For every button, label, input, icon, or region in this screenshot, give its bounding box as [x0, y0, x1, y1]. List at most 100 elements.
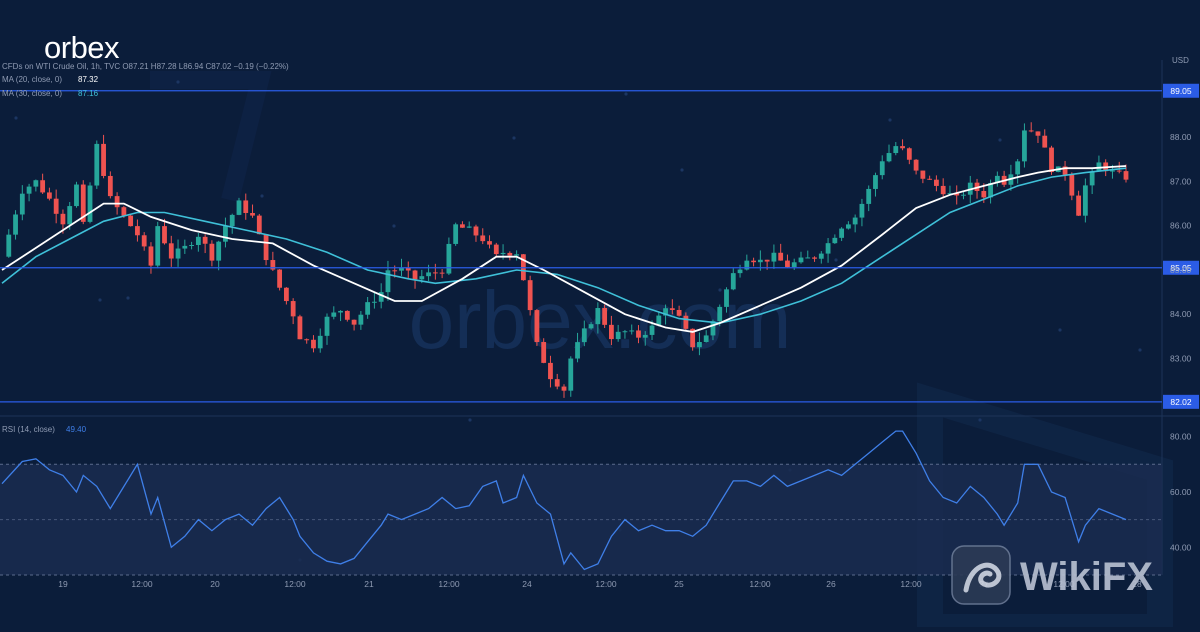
time-tick-label: 19 — [58, 579, 68, 589]
candle-up — [399, 267, 404, 271]
candle-up — [6, 234, 12, 257]
background-dot — [14, 116, 18, 120]
candle-up — [87, 185, 93, 222]
candle-up — [324, 316, 330, 336]
candle-down — [554, 379, 560, 387]
candle-up — [446, 243, 452, 274]
candle-down — [676, 309, 682, 316]
candle-up — [825, 243, 831, 254]
candle-down — [351, 319, 357, 325]
background-dot — [1058, 328, 1062, 332]
ma20-line — [1, 165, 1127, 333]
candle-down — [934, 179, 939, 186]
candle-down — [920, 170, 926, 179]
candle-up — [656, 315, 662, 326]
candle-up — [839, 228, 845, 238]
background-dot — [1138, 348, 1142, 352]
rsi-axis-ticks: 40.00 60.00 80.00 — [1170, 432, 1192, 553]
candle-up — [663, 308, 668, 316]
background-dot — [998, 138, 1002, 142]
candle-up — [805, 257, 811, 259]
candle-down — [940, 185, 946, 195]
candle-up — [514, 254, 520, 256]
rsi-legend-label: RSI (14, close) — [2, 425, 55, 434]
candle-up — [223, 226, 228, 242]
candle-up — [744, 260, 750, 270]
candle-down — [1035, 131, 1041, 136]
time-tick-label: 12:00 — [900, 579, 922, 589]
background-dot — [512, 136, 516, 140]
candle-down — [168, 243, 174, 259]
candle-down — [256, 215, 262, 235]
candle-up — [13, 214, 18, 235]
candle-up — [845, 224, 851, 229]
candle-up — [426, 272, 431, 277]
candle-up — [893, 146, 899, 154]
candle-down — [277, 269, 283, 288]
candle-up — [615, 331, 621, 340]
candle-up — [947, 193, 953, 195]
time-tick-label: 12:00 — [1053, 579, 1075, 589]
candle-down — [439, 272, 445, 274]
candle-down — [107, 175, 113, 197]
rsi-tick-label: 60.00 — [1170, 487, 1192, 497]
ma20-legend-label: MA (20, close, 0) — [2, 75, 62, 84]
level-label-box — [1163, 260, 1199, 275]
currency-label: USD — [1172, 56, 1189, 65]
candle-up — [642, 334, 648, 338]
candle-down — [1062, 166, 1068, 175]
candle-up — [717, 306, 723, 322]
rsi-line — [1, 430, 1127, 571]
candle-up — [26, 186, 32, 194]
candle-up — [703, 335, 709, 342]
candle-down — [243, 200, 249, 213]
candle-down — [202, 236, 208, 244]
candle-down — [608, 324, 614, 340]
price-tick-label: 87.00 — [1170, 176, 1192, 186]
candle-down — [121, 207, 127, 216]
ma30-legend-label: MA (30, close, 0) — [2, 89, 62, 98]
time-tick-label: 21 — [364, 579, 374, 589]
candle-up — [581, 328, 587, 343]
candle-up — [697, 341, 702, 348]
candle-up — [19, 193, 25, 215]
price-axis-ticks: 83.00 84.00 85.00 86.00 87.00 88.00 — [1170, 132, 1192, 363]
candle-up — [595, 308, 601, 325]
candle-down — [527, 280, 533, 311]
ma20-legend-value: 87.32 — [78, 75, 99, 84]
candle-down — [683, 315, 689, 329]
background-dot — [888, 118, 892, 122]
candle-down — [602, 308, 608, 325]
candle-down — [135, 226, 140, 236]
candle-down — [460, 224, 465, 228]
candle-down — [548, 362, 553, 380]
candle-up — [94, 143, 100, 186]
time-tick-label: 26 — [826, 579, 836, 589]
candle-up — [737, 269, 743, 274]
candle-down — [40, 180, 46, 193]
candle-down — [128, 215, 134, 227]
candle-down — [148, 246, 154, 266]
time-tick-label: 28 — [1132, 579, 1142, 589]
orbex-logo: orbex — [44, 30, 120, 65]
candle-up — [74, 184, 79, 207]
candle-up — [1110, 170, 1115, 172]
level-label-box — [1163, 83, 1199, 98]
candle-down — [669, 308, 675, 310]
candle-down — [480, 235, 486, 242]
candle-down — [114, 196, 120, 208]
price-tick-label: 83.00 — [1170, 353, 1192, 363]
candle-up — [338, 310, 343, 313]
background-dot — [680, 168, 684, 172]
candle-up — [236, 200, 242, 215]
candle-up — [852, 217, 858, 225]
candle-up — [419, 276, 425, 280]
candle-down — [1042, 135, 1048, 148]
candle-up — [988, 182, 993, 198]
ma30-line — [1, 167, 1127, 324]
candle-up — [331, 312, 337, 317]
time-tick-label: 20 — [210, 579, 220, 589]
candle-down — [981, 191, 987, 198]
candle-down — [405, 267, 411, 271]
